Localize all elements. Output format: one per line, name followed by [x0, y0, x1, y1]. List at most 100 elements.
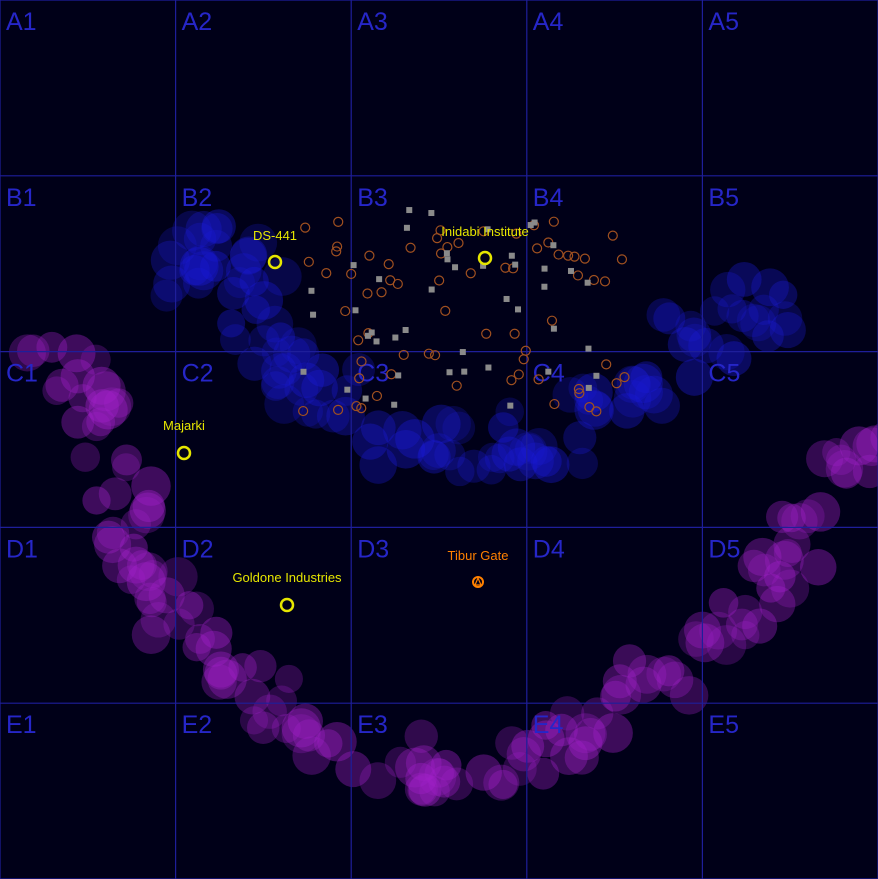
- asteroid-marker[interactable]: [506, 375, 517, 386]
- asteroid-marker[interactable]: [351, 400, 362, 412]
- asteroid-marker[interactable]: [353, 335, 364, 346]
- drone-marker[interactable]: [567, 267, 574, 274]
- asteroid-marker[interactable]: [553, 249, 564, 260]
- asteroid-marker[interactable]: [500, 262, 511, 273]
- drone-marker[interactable]: [443, 250, 450, 257]
- drone-marker[interactable]: [541, 265, 548, 272]
- asteroid-marker[interactable]: [346, 268, 357, 280]
- drone-marker[interactable]: [428, 210, 435, 217]
- drone-marker[interactable]: [310, 311, 317, 318]
- asteroid-marker[interactable]: [520, 345, 531, 356]
- asteroid-marker[interactable]: [356, 356, 367, 367]
- goldone-industries-station-icon[interactable]: [279, 597, 295, 613]
- drone-marker[interactable]: [550, 325, 557, 332]
- asteroid-marker[interactable]: [333, 216, 344, 227]
- asteroid-marker[interactable]: [435, 225, 446, 236]
- asteroid-marker[interactable]: [356, 402, 367, 414]
- asteroid-marker[interactable]: [607, 230, 618, 241]
- asteroid-marker[interactable]: [572, 270, 584, 281]
- asteroid-marker[interactable]: [321, 267, 332, 279]
- drone-marker[interactable]: [373, 338, 380, 345]
- asteroid-marker[interactable]: [362, 288, 373, 299]
- drone-marker[interactable]: [503, 295, 510, 302]
- drone-marker[interactable]: [550, 242, 557, 249]
- asteroid-marker[interactable]: [423, 348, 434, 359]
- asteroid-marker[interactable]: [546, 315, 558, 326]
- asteroid-marker[interactable]: [383, 259, 394, 270]
- asteroid-marker[interactable]: [511, 228, 522, 239]
- asteroid-marker[interactable]: [340, 305, 351, 317]
- asteroid-marker[interactable]: [364, 250, 375, 261]
- inidabi-institute-station-icon[interactable]: [477, 250, 493, 266]
- ds-441-station-icon[interactable]: [267, 254, 283, 270]
- drone-marker[interactable]: [362, 395, 369, 402]
- drone-marker[interactable]: [452, 264, 459, 271]
- drone-marker[interactable]: [300, 368, 307, 375]
- asteroid-marker[interactable]: [354, 373, 365, 384]
- drone-marker[interactable]: [352, 307, 359, 314]
- drone-marker[interactable]: [480, 262, 487, 269]
- asteroid-marker[interactable]: [573, 383, 584, 395]
- asteroid-marker[interactable]: [298, 405, 309, 417]
- asteroid-marker[interactable]: [588, 274, 600, 286]
- drone-marker[interactable]: [508, 252, 515, 259]
- asteroid-marker[interactable]: [548, 216, 559, 227]
- drone-marker[interactable]: [512, 261, 519, 268]
- drone-marker[interactable]: [541, 283, 548, 290]
- asteroid-marker[interactable]: [601, 359, 612, 370]
- asteroid-marker[interactable]: [332, 241, 343, 252]
- asteroid-marker[interactable]: [562, 250, 574, 261]
- drone-marker[interactable]: [527, 222, 534, 229]
- drone-marker[interactable]: [376, 276, 383, 283]
- asteroid-marker[interactable]: [513, 369, 524, 380]
- asteroid-marker[interactable]: [616, 254, 628, 265]
- asteroid-marker[interactable]: [398, 349, 409, 361]
- drone-marker[interactable]: [446, 369, 453, 376]
- drone-marker[interactable]: [364, 332, 371, 339]
- drone-marker[interactable]: [368, 329, 375, 336]
- drone-marker[interactable]: [507, 402, 514, 409]
- drone-marker[interactable]: [485, 364, 492, 371]
- drone-marker[interactable]: [545, 368, 552, 375]
- asteroid-marker[interactable]: [300, 222, 311, 233]
- drone-marker[interactable]: [585, 384, 592, 391]
- asteroid-marker[interactable]: [579, 253, 591, 264]
- asteroid-marker[interactable]: [453, 237, 464, 249]
- asteroid-marker[interactable]: [429, 350, 441, 361]
- drone-marker[interactable]: [428, 286, 435, 293]
- asteroid-marker[interactable]: [371, 390, 383, 402]
- asteroid-marker[interactable]: [331, 246, 342, 257]
- asteroid-marker[interactable]: [574, 388, 585, 399]
- drone-marker[interactable]: [531, 219, 538, 226]
- asteroid-marker[interactable]: [303, 256, 314, 267]
- asteroid-marker[interactable]: [599, 276, 611, 287]
- asteroid-marker[interactable]: [569, 251, 580, 262]
- drone-marker[interactable]: [584, 279, 591, 286]
- asteroid-marker[interactable]: [481, 328, 492, 339]
- asteroid-marker[interactable]: [451, 380, 462, 391]
- asteroid-marker[interactable]: [440, 305, 451, 316]
- asteroid-marker[interactable]: [434, 275, 445, 286]
- drone-marker[interactable]: [391, 401, 398, 408]
- drone-marker[interactable]: [459, 349, 466, 356]
- asteroid-marker[interactable]: [465, 268, 476, 279]
- drone-marker[interactable]: [344, 386, 351, 393]
- drone-marker[interactable]: [484, 226, 491, 233]
- drone-marker[interactable]: [406, 207, 413, 214]
- asteroid-marker[interactable]: [332, 404, 344, 415]
- asteroid-marker[interactable]: [611, 378, 622, 389]
- asteroid-marker[interactable]: [405, 242, 416, 253]
- drone-marker[interactable]: [585, 345, 592, 352]
- asteroid-marker[interactable]: [549, 398, 560, 410]
- drone-marker[interactable]: [593, 372, 600, 379]
- drone-marker[interactable]: [392, 334, 399, 341]
- drone-marker[interactable]: [461, 368, 468, 375]
- asteroid-marker[interactable]: [591, 406, 602, 417]
- drone-marker[interactable]: [444, 256, 451, 263]
- drone-marker[interactable]: [308, 287, 315, 294]
- drone-marker[interactable]: [350, 262, 357, 269]
- asteroid-marker[interactable]: [619, 372, 630, 383]
- drone-marker[interactable]: [515, 306, 522, 313]
